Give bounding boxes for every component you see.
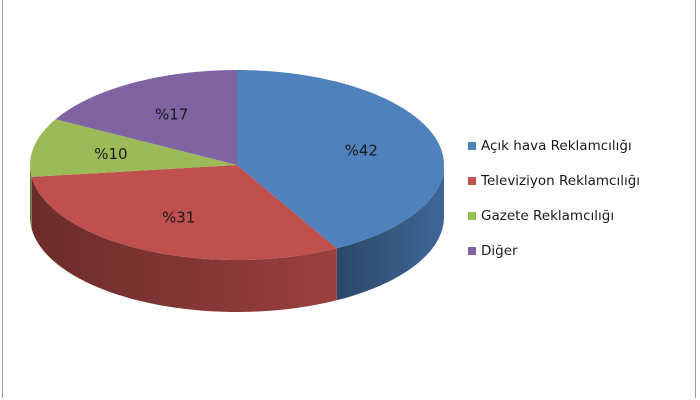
legend-swatch bbox=[468, 246, 476, 255]
legend-swatch bbox=[468, 211, 476, 220]
pie-side-2 bbox=[30, 165, 32, 229]
chart-legend: Açık hava Reklamcılığı Televiziyon Rekla… bbox=[468, 136, 640, 276]
pie-data-label-1: %31 bbox=[162, 209, 195, 227]
legend-label: Açık hava Reklamcılığı bbox=[481, 137, 632, 154]
pie-side-0 bbox=[336, 165, 444, 301]
pie-side-1 bbox=[31, 176, 337, 312]
pie-data-label-0: %42 bbox=[345, 141, 378, 159]
legend-label: Televiziyon Reklamcılığı bbox=[481, 172, 641, 189]
pie-slice-0 bbox=[237, 70, 444, 249]
legend-item: Açık hava Reklamcılığı bbox=[468, 136, 640, 155]
legend-label: Diğer bbox=[481, 242, 518, 259]
pie-slice-1 bbox=[31, 165, 337, 260]
legend-label: Gazete Reklamcılığı bbox=[481, 207, 615, 224]
legend-item: Televiziyon Reklamcılığı bbox=[468, 171, 640, 190]
pie-slice-3 bbox=[55, 70, 237, 165]
legend-item: Diğer bbox=[468, 241, 640, 260]
legend-swatch bbox=[468, 141, 476, 150]
pie-data-label-3: %17 bbox=[155, 105, 188, 123]
legend-swatch bbox=[468, 176, 476, 185]
pie-slice-2 bbox=[30, 119, 237, 177]
pie-data-label-2: %10 bbox=[94, 145, 127, 163]
legend-item: Gazete Reklamcılığı bbox=[468, 206, 640, 225]
